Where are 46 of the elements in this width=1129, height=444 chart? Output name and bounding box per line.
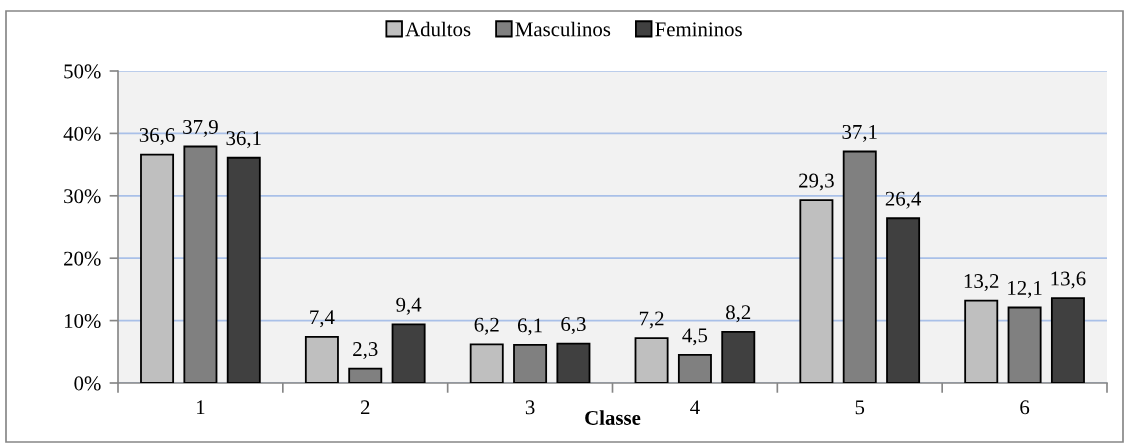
legend-label: Femininos: [655, 22, 742, 37]
data-label: 13,2: [964, 274, 999, 292]
data-label: 9,4: [396, 297, 422, 315]
y-tick-label: 40%: [63, 126, 101, 141]
x-tick-label: 1: [197, 400, 205, 415]
data-label: 7,2: [639, 311, 664, 329]
data-label: 36,6: [139, 128, 175, 146]
x-tick-label: 4: [690, 400, 700, 415]
x-tick-label: 3: [525, 400, 535, 415]
data-label: 2,3: [353, 342, 378, 360]
y-tick-label: 30%: [64, 189, 101, 204]
legend-label: Adultos: [405, 21, 471, 37]
legend-label: Masculinos: [515, 21, 611, 37]
y-tick-label: 20%: [64, 251, 101, 266]
bar: [556, 342, 591, 383]
data-label: 29,3: [799, 173, 834, 191]
bar: [226, 156, 261, 383]
data-label: 26,4: [885, 191, 921, 209]
bar: [391, 323, 426, 383]
bar: [799, 199, 834, 383]
bar: [469, 343, 504, 383]
bar: [634, 337, 669, 383]
bar: [964, 299, 999, 383]
data-label: 12,1: [1008, 280, 1042, 298]
y-tick-label: 50%: [64, 64, 101, 79]
data-label: 6,3: [561, 317, 586, 335]
x-tick-label: 2: [360, 400, 370, 415]
data-label: 6,1: [517, 318, 542, 336]
data-label: 37,9: [183, 119, 218, 137]
x-axis-title: Classe: [585, 410, 641, 425]
bar: [1050, 297, 1085, 383]
data-label: 4,5: [682, 328, 708, 346]
x-tick-label: 5: [855, 400, 865, 415]
bar: [304, 335, 339, 383]
data-label: 36,1: [226, 131, 261, 149]
y-tick-label: 0%: [74, 376, 101, 391]
x-tick-label: 6: [1020, 400, 1030, 415]
data-label: 37,1: [842, 124, 877, 142]
data-label: 8,2: [726, 305, 751, 323]
bar: [140, 153, 175, 383]
y-tick-label: 10%: [64, 313, 101, 329]
bar: [721, 330, 756, 383]
data-label: 7,4: [310, 310, 335, 328]
bar: [886, 217, 921, 383]
data-label: 6,2: [474, 317, 499, 335]
data-label: 13,6: [1051, 271, 1086, 289]
